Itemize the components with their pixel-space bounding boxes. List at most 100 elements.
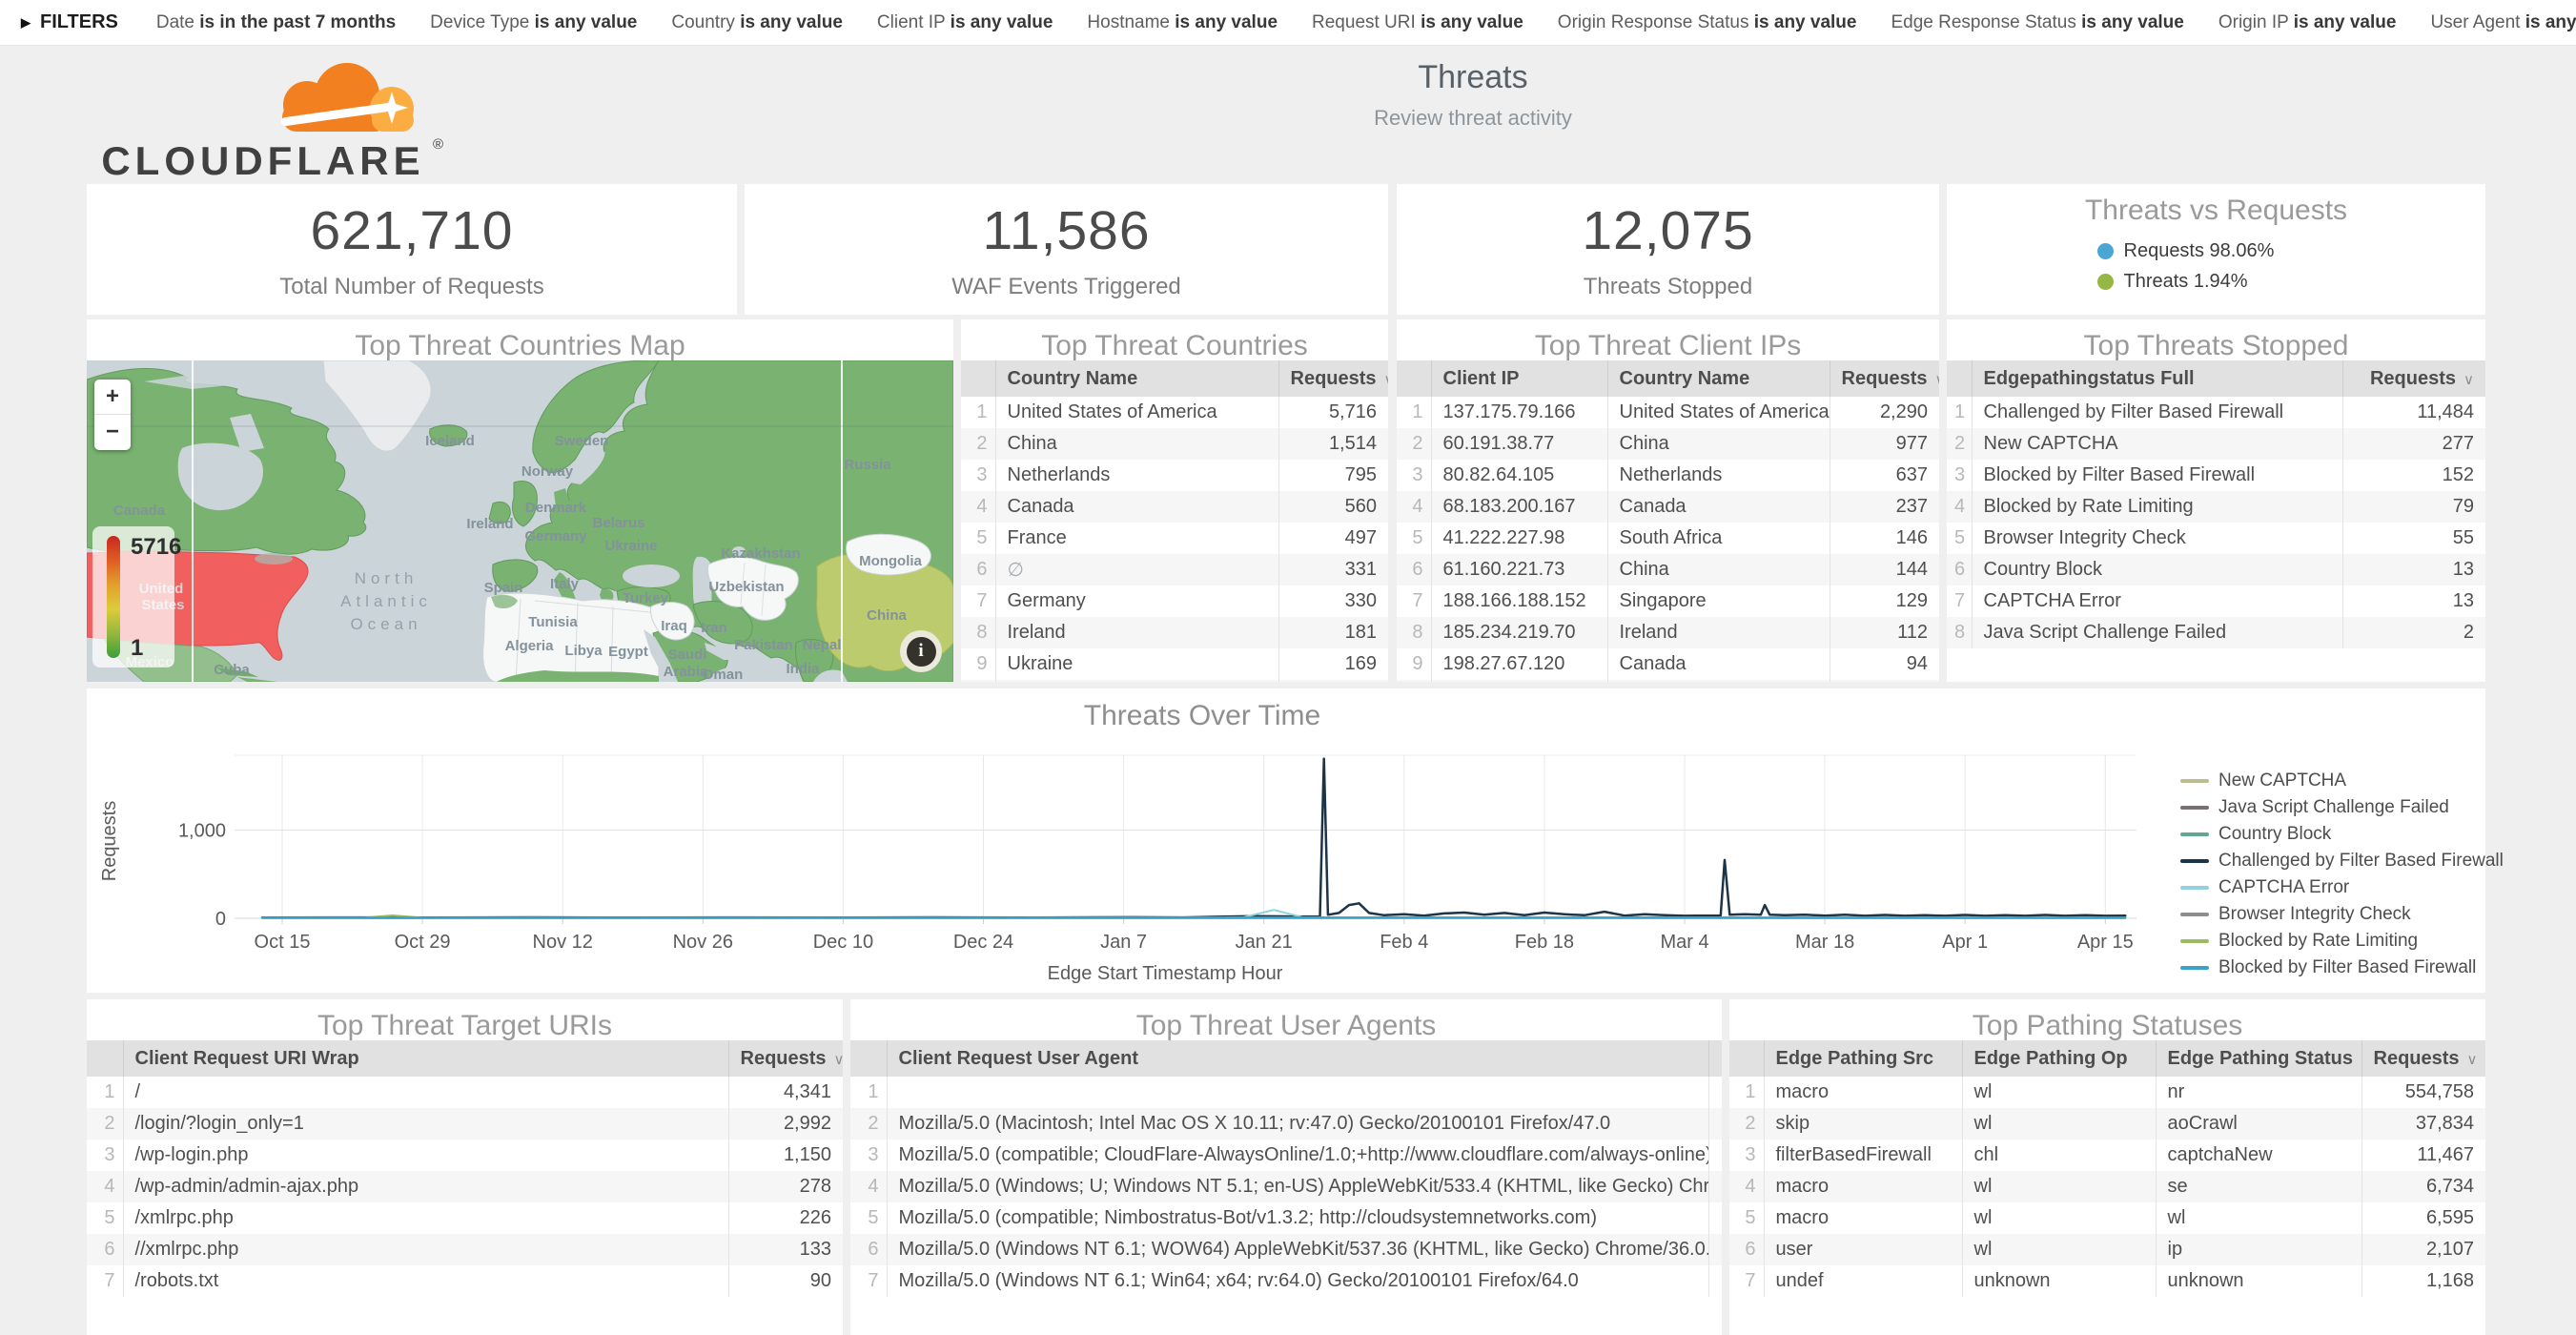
x-tick-label: Mar 4 — [1660, 932, 1708, 953]
table-row[interactable]: 1 United States of America 5,716 — [961, 397, 1388, 428]
table-cell: nr — [2155, 1077, 2361, 1108]
table-row[interactable]: 1 Challenged by Filter Based Firewall 11,4… — [1947, 397, 2485, 428]
table-row[interactable]: 9 198.27.67.120 Canada 94 — [1397, 648, 1939, 680]
legend-item[interactable]: Blocked by Filter Based Firewall — [2180, 957, 2504, 978]
table-row[interactable]: 2/login/?login_only=1 2,992 — [87, 1108, 843, 1140]
table-row[interactable]: 8 Java Script Challenge Failed 2 — [1947, 617, 2485, 648]
map-label: Turkey — [623, 590, 669, 606]
filter-chip[interactable]: Edge Response Status is any value — [1891, 11, 2184, 32]
table-row[interactable]: 1061.160.247.127China88 — [1397, 680, 1939, 682]
table-row[interactable]: 7 CAPTCHA Error 13 — [1947, 585, 2485, 617]
top-threats-stopped-table: Edgepathingstatus Full Requests ∨ 1 Challeng… — [1947, 360, 2485, 648]
table-row[interactable]: 4 Mozilla/5.0 (Windows; U; Windows NT 5.1… — [850, 1171, 1722, 1202]
table-cell: United States of America — [1606, 397, 1830, 428]
table-row[interactable]: 7 Mozilla/5.0 (Windows NT 6.1; Win64; x64… — [850, 1265, 1722, 1297]
table-row[interactable]: 3/wp-login.php 1,150 — [87, 1140, 843, 1171]
table-row[interactable]: 7 undef unknown unknown 1,168 — [1729, 1265, 2485, 1297]
legend-swatch-icon — [2180, 779, 2209, 783]
table-row[interactable]: 2 New CAPTCHA 277 — [1947, 428, 2485, 460]
filter-chip[interactable]: Client IP is any value — [876, 11, 1053, 32]
table-row[interactable]: 10Singapore158 — [961, 680, 1388, 682]
legend-item[interactable]: Challenged by Filter Based Firewall — [2180, 851, 2504, 872]
filter-chip[interactable]: Country is any value — [671, 11, 843, 32]
table-row[interactable]: 6 Mozilla/5.0 (Windows NT 6.1; WOW64) App… — [850, 1234, 1722, 1265]
chart-title: Threats Over Time — [1083, 700, 1321, 731]
table-row[interactable]: 3 Netherlands 795 — [961, 460, 1388, 491]
zoom-out-button[interactable]: − — [105, 419, 119, 444]
table-row[interactable]: 2 skip wl aoCrawl 37,834 — [1729, 1108, 2485, 1140]
table-row[interactable]: 7 Germany 330 — [961, 585, 1388, 617]
filter-chip[interactable]: Origin Response Status is any value — [1557, 11, 1857, 32]
table-row[interactable]: 8 Ireland 181 — [961, 617, 1388, 648]
table-row[interactable]: 1 — [850, 1077, 1722, 1108]
table-row[interactable]: 1 macro wl nr 554,758 — [1729, 1077, 2485, 1108]
filter-chip[interactable]: Hostname is any value — [1087, 11, 1278, 32]
table-row[interactable]: 3 Blocked by Filter Based Firewall 152 — [1947, 460, 2485, 491]
row-rank: 7 — [87, 1265, 123, 1297]
table-row[interactable]: 8 185.234.219.70 Ireland 112 — [1397, 617, 1939, 648]
column-header[interactable]: Requests∨ — [2361, 1040, 2485, 1077]
table-row[interactable]: 3 filterBasedFirewall chl captchaNew 11,467 — [1729, 1140, 2485, 1171]
table-row[interactable]: 6 Country Block 13 — [1947, 554, 2485, 585]
table-row[interactable]: 5 France 497 — [961, 523, 1388, 554]
table-row[interactable]: 4 68.183.200.167 Canada 237 — [1397, 491, 1939, 523]
table-row[interactable]: 4/wp-admin/admin-ajax.php 278 — [87, 1171, 843, 1202]
table-row[interactable]: 6 ∅ 331 — [961, 554, 1388, 585]
column-header[interactable]: Requests∨ — [1278, 360, 1388, 397]
table-cell: wl — [1961, 1202, 2156, 1234]
map-info-button[interactable]: i — [900, 630, 942, 672]
table-row[interactable]: 4 macro wl se 6,734 — [1729, 1171, 2485, 1202]
column-header: Country Name — [994, 360, 1278, 397]
table-row[interactable]: 4 Canada 560 — [961, 491, 1388, 523]
table-row[interactable]: 5/xmlrpc.php 226 — [87, 1202, 843, 1234]
table-row[interactable]: 2 Mozilla/5.0 (Macintosh; Intel Mac OS X … — [850, 1108, 1722, 1140]
table-cell: 331 — [1278, 554, 1388, 585]
column-header[interactable]: Requests∨ — [727, 1040, 843, 1077]
table-row[interactable]: 7 188.166.188.152 Singapore 129 — [1397, 585, 1939, 617]
legend-item[interactable]: CAPTCHA Error — [2180, 877, 2504, 898]
table-row[interactable]: 5 Browser Integrity Check 55 — [1947, 523, 2485, 554]
filter-chip[interactable]: Origin IP is any value — [2218, 11, 2397, 32]
filter-chip[interactable]: Date is in the past 7 months — [155, 11, 397, 32]
table-row[interactable]: 1 137.175.79.166 United States of America 2… — [1397, 397, 1939, 428]
table-row[interactable]: 3 Mozilla/5.0 (compatible; CloudFlare-Alw… — [850, 1140, 1722, 1171]
table-row[interactable]: 5 macro wl wl 6,595 — [1729, 1202, 2485, 1234]
table-row[interactable]: 5 Mozilla/5.0 (compatible; Nimbostratus-B… — [850, 1202, 1722, 1234]
legend-item[interactable]: Threats 1.94% — [2096, 271, 2336, 293]
zoom-in-button[interactable]: + — [94, 380, 131, 415]
column-header[interactable]: Requests∨ — [1829, 360, 1939, 397]
legend-item[interactable]: Java Script Challenge Failed — [2180, 797, 2504, 818]
table-row[interactable]: 2 China 1,514 — [961, 428, 1388, 460]
row-rank: 5 — [1947, 523, 1972, 554]
table-row[interactable]: 4 Blocked by Rate Limiting 79 — [1947, 491, 2485, 523]
filter-chip[interactable]: Request URI is any value — [1312, 11, 1523, 32]
row-rank: 6 — [850, 1234, 887, 1265]
table-row[interactable]: 9 Ukraine 169 — [961, 648, 1388, 680]
world-map-canvas[interactable]: Canada United States Mexico Cuba Iceland… — [87, 360, 953, 682]
filter-chip[interactable]: Device Type is any value — [430, 11, 638, 32]
legend-item[interactable]: Requests 98.06% — [2096, 240, 2336, 262]
table-row[interactable]: 6 user wl ip 2,107 — [1729, 1234, 2485, 1265]
table-row[interactable]: 5 41.222.227.98 South Africa 146 — [1397, 523, 1939, 554]
table-cell: 1,514 — [1278, 428, 1388, 460]
table-cell: United States of America — [994, 397, 1278, 428]
filters-toggle[interactable]: ▶ FILTERS — [21, 11, 118, 33]
map-label: Sweden — [555, 433, 609, 449]
table-cell: Browser Integrity Check — [1971, 523, 2342, 554]
table-cell: 11,484 — [2341, 397, 2485, 428]
column-header[interactable]: Requests∨ — [2341, 360, 2485, 397]
stat-value: 11,586 — [982, 199, 1151, 261]
table-row[interactable]: 7/robots.txt 90 — [87, 1265, 843, 1297]
legend-item[interactable]: Browser Integrity Check — [2180, 904, 2504, 925]
table-row[interactable]: 6 61.160.221.73 China 144 — [1397, 554, 1939, 585]
table-row[interactable]: 6//xmlrpc.php 133 — [87, 1234, 843, 1265]
table-cell: 6,595 — [2361, 1202, 2485, 1234]
table-row[interactable]: 2 60.191.38.77 China 977 — [1397, 428, 1939, 460]
legend-item[interactable]: Country Block — [2180, 824, 2504, 845]
legend-item[interactable]: New CAPTCHA — [2180, 770, 2504, 791]
table-cell: 112 — [1829, 617, 1939, 648]
legend-item[interactable]: Blocked by Rate Limiting — [2180, 931, 2504, 952]
filter-chip[interactable]: User Agent is any value — [2430, 11, 2576, 32]
table-row[interactable]: 3 80.82.64.105 Netherlands 637 — [1397, 460, 1939, 491]
table-row[interactable]: 1/4,341 — [87, 1077, 843, 1108]
